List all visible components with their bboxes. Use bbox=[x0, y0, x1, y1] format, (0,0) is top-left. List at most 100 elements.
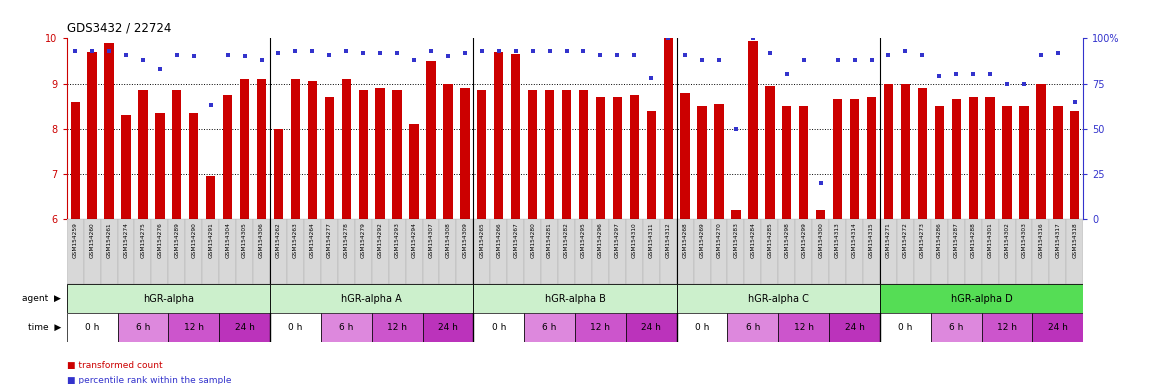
Text: GSM154292: GSM154292 bbox=[377, 222, 383, 258]
Point bbox=[354, 50, 373, 56]
Text: GDS3432 / 22724: GDS3432 / 22724 bbox=[67, 22, 171, 35]
Bar bbox=[1066, 219, 1083, 284]
Text: GSM154283: GSM154283 bbox=[734, 222, 738, 258]
Bar bbox=[321, 219, 338, 284]
Bar bbox=[457, 219, 474, 284]
Text: 6 h: 6 h bbox=[136, 323, 151, 332]
Text: ■ percentile rank within the sample: ■ percentile rank within the sample bbox=[67, 376, 231, 384]
Text: GSM154307: GSM154307 bbox=[429, 222, 434, 258]
Bar bbox=[220, 313, 270, 342]
Text: GSM154300: GSM154300 bbox=[818, 222, 823, 258]
Point bbox=[100, 48, 118, 54]
Text: GSM154318: GSM154318 bbox=[1072, 222, 1078, 258]
Bar bbox=[490, 219, 507, 284]
Text: 24 h: 24 h bbox=[235, 323, 254, 332]
Bar bbox=[220, 219, 236, 284]
Text: GSM154295: GSM154295 bbox=[581, 222, 586, 258]
Bar bbox=[676, 284, 880, 313]
Bar bbox=[592, 219, 608, 284]
Bar bbox=[681, 93, 690, 219]
Bar bbox=[376, 88, 385, 219]
Point bbox=[117, 51, 136, 58]
Text: GSM154263: GSM154263 bbox=[293, 222, 298, 258]
Bar bbox=[321, 313, 371, 342]
Text: 6 h: 6 h bbox=[543, 323, 557, 332]
Text: 6 h: 6 h bbox=[339, 323, 353, 332]
Text: hGR-alpha: hGR-alpha bbox=[143, 293, 194, 304]
Point bbox=[845, 57, 864, 63]
Text: GSM154308: GSM154308 bbox=[445, 222, 451, 258]
Text: GSM154310: GSM154310 bbox=[631, 222, 637, 258]
Bar bbox=[829, 313, 880, 342]
Bar bbox=[1003, 106, 1012, 219]
Bar bbox=[867, 97, 876, 219]
Bar bbox=[779, 313, 829, 342]
Point bbox=[744, 35, 762, 41]
Bar bbox=[782, 106, 791, 219]
Bar bbox=[846, 219, 862, 284]
Point bbox=[540, 48, 559, 54]
Bar bbox=[982, 313, 1033, 342]
Point bbox=[236, 53, 254, 60]
Text: GSM154316: GSM154316 bbox=[1038, 222, 1043, 258]
Point bbox=[490, 48, 508, 54]
Point bbox=[812, 180, 830, 186]
Text: GSM154273: GSM154273 bbox=[920, 222, 925, 258]
Bar bbox=[507, 219, 524, 284]
Bar bbox=[371, 219, 389, 284]
Bar bbox=[676, 313, 728, 342]
Bar bbox=[67, 313, 117, 342]
Bar bbox=[779, 219, 796, 284]
Text: 12 h: 12 h bbox=[184, 323, 204, 332]
Text: GSM154296: GSM154296 bbox=[598, 222, 603, 258]
Bar bbox=[880, 313, 930, 342]
Bar bbox=[474, 284, 676, 313]
Point bbox=[66, 48, 84, 54]
Bar bbox=[918, 88, 927, 219]
Text: GSM154269: GSM154269 bbox=[699, 222, 705, 258]
Text: GSM154268: GSM154268 bbox=[683, 222, 688, 258]
Text: GSM154279: GSM154279 bbox=[361, 222, 366, 258]
Bar bbox=[70, 101, 79, 219]
Text: hGR-alpha D: hGR-alpha D bbox=[951, 293, 1012, 304]
Text: GSM154271: GSM154271 bbox=[886, 222, 891, 258]
Bar bbox=[728, 313, 779, 342]
Text: time  ▶: time ▶ bbox=[28, 323, 61, 332]
Bar bbox=[1033, 313, 1083, 342]
Bar bbox=[172, 90, 182, 219]
Text: GSM154275: GSM154275 bbox=[140, 222, 145, 258]
Point bbox=[304, 48, 322, 54]
Bar bbox=[474, 219, 490, 284]
Bar bbox=[189, 113, 199, 219]
Text: GSM154277: GSM154277 bbox=[327, 222, 332, 258]
Bar bbox=[304, 219, 321, 284]
Bar bbox=[613, 97, 622, 219]
Bar bbox=[749, 41, 758, 219]
Text: GSM154280: GSM154280 bbox=[530, 222, 535, 258]
Point bbox=[981, 71, 999, 78]
Bar bbox=[155, 113, 164, 219]
Point bbox=[828, 57, 846, 63]
Point bbox=[642, 75, 660, 81]
Text: GSM154287: GSM154287 bbox=[953, 222, 959, 258]
Point bbox=[83, 48, 101, 54]
Bar bbox=[930, 313, 982, 342]
Bar bbox=[965, 219, 982, 284]
Point bbox=[998, 81, 1017, 87]
Text: GSM154301: GSM154301 bbox=[988, 222, 992, 258]
Point bbox=[439, 53, 458, 60]
Text: GSM154272: GSM154272 bbox=[903, 222, 907, 258]
Text: hGR-alpha A: hGR-alpha A bbox=[342, 293, 402, 304]
Bar bbox=[253, 219, 270, 284]
Point bbox=[1066, 98, 1084, 104]
Bar bbox=[117, 219, 135, 284]
Text: GSM154306: GSM154306 bbox=[259, 222, 264, 258]
Bar bbox=[799, 106, 808, 219]
Bar bbox=[308, 81, 317, 219]
Text: GSM154265: GSM154265 bbox=[480, 222, 484, 258]
Text: GSM154297: GSM154297 bbox=[615, 222, 620, 258]
Text: 0 h: 0 h bbox=[289, 323, 302, 332]
Point bbox=[371, 50, 390, 56]
Bar bbox=[202, 219, 220, 284]
Text: GSM154299: GSM154299 bbox=[802, 222, 806, 258]
